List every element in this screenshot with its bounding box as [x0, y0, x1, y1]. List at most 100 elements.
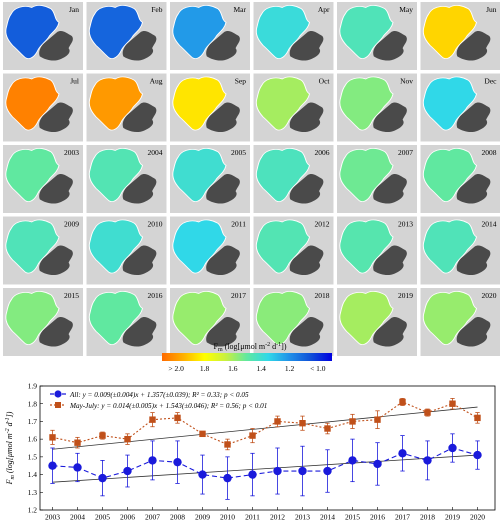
map-tile: 2017	[170, 288, 250, 356]
colorbar-title: Fm (log[μmol m-2 d-1])	[214, 342, 287, 353]
land-shape	[373, 245, 407, 276]
land-shape	[122, 31, 157, 61]
data-point	[223, 473, 232, 483]
lake-shape	[5, 76, 60, 131]
land-shape	[456, 31, 491, 61]
x-tick-label: 2020	[470, 513, 485, 522]
map-tile: Sep	[170, 73, 250, 142]
y-tick-label: 1.3	[28, 488, 38, 497]
land-shape	[289, 245, 324, 276]
lake-shape	[88, 4, 144, 59]
x-tick-label: 2004	[70, 513, 85, 522]
x-tick-label: 2009	[195, 513, 210, 522]
map-tile: Oct	[253, 73, 334, 142]
x-tick-label: 2015	[345, 513, 360, 522]
data-point	[473, 450, 482, 460]
land-shape	[456, 317, 491, 347]
x-tick-label: 2005	[95, 513, 110, 522]
colorbar-tick-label: 1.4	[256, 364, 266, 373]
land-shape	[206, 31, 240, 61]
lake-shape	[422, 219, 478, 274]
lake-shape	[339, 147, 394, 202]
land-shape	[39, 31, 73, 61]
land-shape	[39, 102, 73, 133]
lake-shape	[422, 290, 478, 345]
x-tick-label: 2003	[45, 513, 60, 522]
lake-shape	[172, 76, 227, 131]
map-tile-label: 2017	[231, 291, 246, 300]
map-tile: 2010	[86, 216, 167, 285]
data-point	[398, 449, 407, 458]
data-point	[173, 457, 182, 467]
map-tile: 2008	[420, 145, 500, 213]
map-tile: 2012	[253, 216, 334, 285]
land-shape	[122, 102, 157, 133]
x-tick-label: 2014	[320, 513, 335, 522]
x-tick-label: 2018	[420, 513, 435, 522]
lake-shape	[88, 290, 144, 345]
map-tile: Mar	[170, 2, 250, 70]
x-tick-label: 2019	[445, 513, 460, 522]
x-tick-label: 2010	[220, 513, 235, 522]
map-tile-label: Jun	[486, 5, 497, 14]
map-tile-label: 2007	[398, 148, 413, 157]
data-point	[424, 409, 431, 416]
lake-shape	[88, 147, 144, 202]
y-tick-label: 1.8	[28, 399, 38, 408]
map-tile: Nov	[337, 73, 417, 142]
lake-shape	[172, 219, 227, 274]
trend-line	[52, 406, 478, 450]
data-point	[298, 466, 307, 476]
lake-shape	[5, 4, 60, 59]
lake-shape	[255, 290, 311, 345]
map-tile: Jun	[420, 2, 500, 70]
data-point	[98, 473, 107, 483]
lake-shape	[255, 76, 311, 131]
land-shape	[122, 174, 157, 204]
map-tile-label: 2014	[482, 220, 497, 229]
map-tile: Dec	[420, 73, 500, 142]
map-tile-label: 2006	[315, 148, 330, 157]
map-tile-label: 2004	[148, 148, 163, 157]
map-tile: Jan	[3, 2, 83, 70]
map-tile-label: 2003	[64, 148, 79, 157]
lake-shape	[172, 290, 227, 345]
series-line	[52, 401, 478, 446]
y-tick-label: 1.7	[28, 417, 38, 426]
map-tile: 2007	[337, 145, 417, 213]
data-point	[174, 414, 181, 422]
land-shape	[456, 174, 491, 204]
x-tick-label: 2011	[245, 513, 260, 522]
x-tick-label: 2016	[370, 513, 385, 522]
data-point	[249, 432, 256, 439]
x-tick-label: 2006	[120, 513, 135, 522]
lake-shape	[422, 76, 478, 131]
lake-shape	[5, 290, 60, 345]
land-shape	[289, 102, 324, 133]
colorbar-tick-label: 1.2	[285, 364, 295, 373]
legend-mayjuly-text: May-July: y = 0.014(±0.005)x + 1.543(±0.…	[69, 402, 267, 410]
land-shape	[206, 102, 240, 133]
land-shape	[289, 174, 324, 204]
map-tile: Apr	[253, 2, 334, 70]
data-point	[124, 435, 131, 443]
trend-line	[52, 454, 478, 483]
data-point	[123, 466, 132, 476]
legend-all-text: All: y = 0.009(±0.004)x + 1.357(±0.039);…	[69, 391, 249, 399]
land-shape	[39, 245, 73, 276]
map-tile-label: 2010	[148, 220, 163, 229]
map-tile: 2016	[86, 288, 167, 356]
map-tile-label: 2008	[482, 148, 497, 157]
data-point	[199, 430, 206, 438]
map-tile: 2014	[420, 216, 500, 285]
map-tile-label: 2018	[315, 291, 330, 300]
lake-shape	[88, 76, 144, 131]
data-point	[49, 434, 56, 441]
land-shape	[373, 31, 407, 61]
colorbar-gradient	[162, 353, 332, 361]
x-tick-label: 2007	[145, 513, 160, 522]
land-shape	[122, 245, 157, 276]
map-tile: 2011	[170, 216, 250, 285]
lake-shape	[339, 4, 394, 59]
lake-shape	[422, 4, 478, 59]
